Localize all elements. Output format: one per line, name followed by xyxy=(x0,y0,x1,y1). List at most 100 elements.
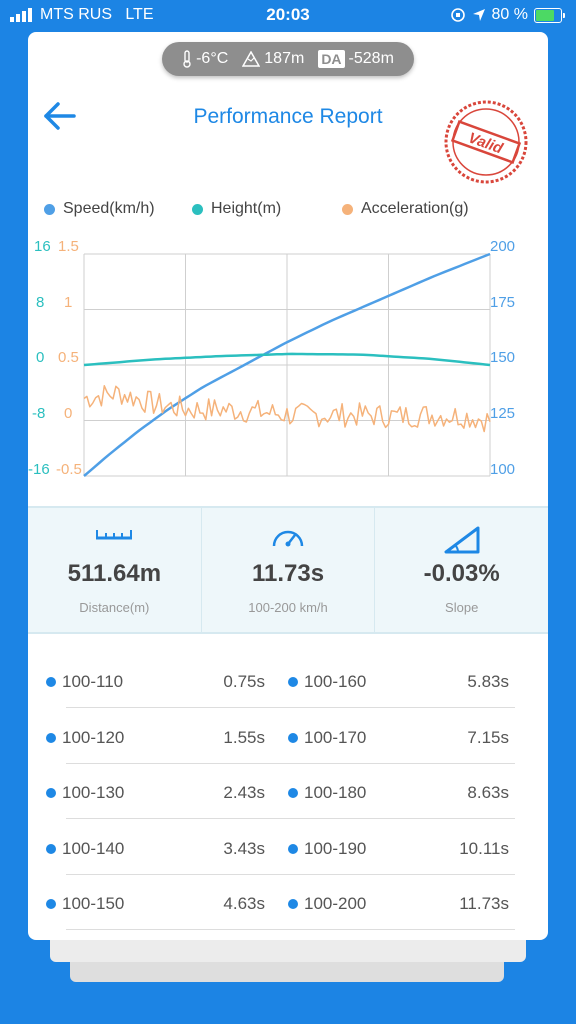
divider xyxy=(66,818,277,819)
battery-icon xyxy=(534,7,565,23)
mountain-icon xyxy=(242,51,261,67)
location-icon xyxy=(472,9,485,21)
battery-percent: 80 % xyxy=(491,6,528,23)
time-label: 100-200 km/h xyxy=(248,600,328,615)
height-tick: 0 xyxy=(36,349,45,366)
clock: 20:03 xyxy=(266,5,310,24)
split-range: 100-140 xyxy=(62,839,125,858)
legend-label-acceleration: Acceleration(g) xyxy=(361,200,469,217)
split-range: 100-110 xyxy=(62,672,124,691)
split-range: 100-120 xyxy=(62,728,125,747)
speed-tick: 125 xyxy=(490,405,516,422)
divider xyxy=(276,763,515,764)
temperature-value: -6°C xyxy=(196,50,229,67)
stat-slope: -0.03% Slope xyxy=(375,508,548,632)
height-tick: -16 xyxy=(28,461,50,478)
list-item: 100-130 2.43s xyxy=(46,767,277,819)
list-item: 100-120 1.55s xyxy=(46,712,277,764)
carrier-name: MTS RUS xyxy=(40,6,112,23)
distance-label: Distance(m) xyxy=(79,600,150,615)
time-value: 11.73s xyxy=(251,560,325,587)
list-item: 100-140 3.43s xyxy=(46,823,277,875)
series-line-acceleration xyxy=(83,385,491,433)
performance-chart: 16 8 0 -8 -16 1.5 1 0.5 0 -0.5 200 175 1… xyxy=(28,232,548,522)
report-card: -6°C 187m DA -528m Performance Report Va… xyxy=(28,32,548,940)
bullet-dot xyxy=(46,899,56,909)
bullet-dot xyxy=(46,733,56,743)
bullet-dot xyxy=(46,844,56,854)
divider xyxy=(276,818,515,819)
list-item: 100-110 0.75s xyxy=(46,656,277,708)
height-tick: 8 xyxy=(36,294,45,311)
altitude-value: 187m xyxy=(264,50,305,67)
acceleration-tick: 1 xyxy=(64,294,73,311)
legend-dot-acceleration xyxy=(342,203,353,215)
slope-value: -0.03% xyxy=(423,560,500,587)
divider xyxy=(276,874,515,875)
slope-icon xyxy=(375,524,548,554)
legend-speed: Speed(km/h) xyxy=(44,200,155,218)
bullet-dot xyxy=(288,844,298,854)
density-altitude-item: DA -528m xyxy=(318,50,394,68)
split-range: 100-190 xyxy=(304,839,367,858)
bullet-dot xyxy=(288,788,298,798)
summary-stats: 511.64m Distance(m) 11.73s 100-200 km/h … xyxy=(28,506,548,634)
divider xyxy=(66,874,277,875)
split-time: 0.75s xyxy=(223,672,265,691)
acceleration-tick: 0 xyxy=(64,405,73,422)
divider xyxy=(66,707,277,708)
plot-area xyxy=(83,252,491,477)
series-line-speed xyxy=(83,252,491,477)
density-altitude-value: -528m xyxy=(348,50,394,67)
speedometer-icon xyxy=(202,524,375,552)
thermometer-icon xyxy=(183,50,191,68)
divider xyxy=(66,763,277,764)
signal-icon xyxy=(10,8,32,22)
height-tick: -8 xyxy=(32,405,46,422)
speed-tick: 200 xyxy=(490,238,516,255)
list-item: 100-170 7.15s xyxy=(276,712,515,764)
split-time: 3.43s xyxy=(223,839,265,858)
acceleration-tick: 1.5 xyxy=(58,238,79,255)
split-time: 10.11s xyxy=(459,839,509,858)
slope-label: Slope xyxy=(445,600,479,615)
split-time: 7.15s xyxy=(467,728,509,747)
stat-distance: 511.64m Distance(m) xyxy=(28,508,202,632)
split-range: 100-180 xyxy=(304,783,367,802)
split-range: 100-160 xyxy=(304,672,367,691)
altitude-item: 187m xyxy=(242,50,304,68)
stat-time: 11.73s 100-200 km/h xyxy=(202,508,376,632)
bullet-dot xyxy=(288,733,298,743)
series-line-height xyxy=(83,352,491,367)
speed-tick: 175 xyxy=(490,294,516,311)
bullet-dot xyxy=(46,788,56,798)
bullet-dot xyxy=(288,677,298,687)
list-item: 100-180 8.63s xyxy=(276,767,515,819)
back-arrow-icon[interactable] xyxy=(40,96,80,136)
page-title: Performance Report xyxy=(193,105,383,128)
split-time: 4.63s xyxy=(223,894,265,913)
list-item: 100-200 11.73s xyxy=(276,878,515,930)
ruler-icon xyxy=(28,524,201,552)
network-type: LTE xyxy=(125,6,154,23)
split-time: 8.63s xyxy=(467,783,509,802)
list-item: 100-150 4.63s xyxy=(46,878,277,930)
split-time: 1.55s xyxy=(223,728,265,747)
split-time: 2.43s xyxy=(223,783,265,802)
split-time: 5.83s xyxy=(467,672,509,691)
divider xyxy=(66,929,277,930)
battery-level xyxy=(536,9,554,21)
split-range: 100-150 xyxy=(62,894,125,913)
valid-stamp: Valid xyxy=(444,100,528,184)
bullet-dot xyxy=(46,677,56,687)
status-right: 80 % xyxy=(450,6,565,24)
carrier-label: MTS RUS LTE xyxy=(40,6,154,24)
divider xyxy=(276,929,515,930)
distance-value: 511.64m xyxy=(67,560,162,587)
status-bar: MTS RUS LTE 20:03 80 % xyxy=(0,0,576,30)
list-item: 100-160 5.83s xyxy=(276,656,515,708)
legend-dot-speed xyxy=(44,203,55,215)
split-range: 100-130 xyxy=(62,783,125,802)
series-layer xyxy=(83,252,491,477)
legend-label-speed: Speed(km/h) xyxy=(63,200,155,217)
